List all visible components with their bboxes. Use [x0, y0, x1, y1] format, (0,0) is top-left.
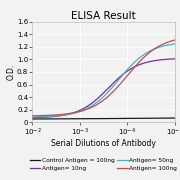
Antigen= 50ng	[88, 107, 90, 109]
Antigen= 50ng	[31, 116, 33, 118]
Antigen= 10ng	[88, 104, 90, 107]
Antigen= 50ng	[174, 43, 176, 45]
Antigen= 100ng	[78, 111, 80, 113]
Antigen= 10ng	[31, 117, 33, 119]
Line: Antigen= 10ng: Antigen= 10ng	[32, 59, 175, 118]
Antigen= 10ng	[135, 65, 137, 67]
Antigen= 100ng	[134, 66, 136, 68]
Control Antigen = 100ng	[78, 118, 80, 120]
Control Antigen = 100ng	[88, 118, 90, 120]
Antigen= 50ng	[78, 111, 80, 113]
Antigen= 10ng	[78, 110, 80, 112]
Antigen= 100ng	[48, 114, 51, 116]
Antigen= 100ng	[121, 81, 123, 83]
Antigen= 50ng	[121, 75, 123, 77]
Line: Antigen= 100ng: Antigen= 100ng	[32, 40, 175, 116]
Antigen= 50ng	[48, 115, 51, 118]
Antigen= 50ng	[134, 61, 136, 63]
Antigen= 100ng	[174, 39, 176, 41]
Antigen= 100ng	[135, 65, 137, 67]
Antigen= 100ng	[31, 115, 33, 117]
Control Antigen = 100ng	[48, 118, 51, 120]
Antigen= 100ng	[88, 107, 90, 110]
Control Antigen = 100ng	[174, 117, 176, 119]
Control Antigen = 100ng	[31, 118, 33, 120]
Antigen= 50ng	[135, 60, 137, 62]
Title: ELISA Result: ELISA Result	[71, 11, 136, 21]
Control Antigen = 100ng	[135, 117, 137, 120]
Antigen= 10ng	[134, 66, 136, 68]
Legend: Control Antigen = 100ng, Antigen= 10ng, Antigen= 50ng, Antigen= 100ng: Control Antigen = 100ng, Antigen= 10ng, …	[30, 158, 177, 171]
Antigen= 10ng	[48, 116, 51, 118]
Line: Antigen= 50ng: Antigen= 50ng	[32, 44, 175, 117]
X-axis label: Serial Dilutions of Antibody: Serial Dilutions of Antibody	[51, 139, 156, 148]
Control Antigen = 100ng	[134, 117, 136, 120]
Control Antigen = 100ng	[121, 117, 123, 120]
Antigen= 10ng	[121, 74, 123, 76]
Y-axis label: O.D.: O.D.	[7, 64, 16, 80]
Line: Control Antigen = 100ng: Control Antigen = 100ng	[32, 118, 175, 119]
Antigen= 10ng	[174, 58, 176, 60]
